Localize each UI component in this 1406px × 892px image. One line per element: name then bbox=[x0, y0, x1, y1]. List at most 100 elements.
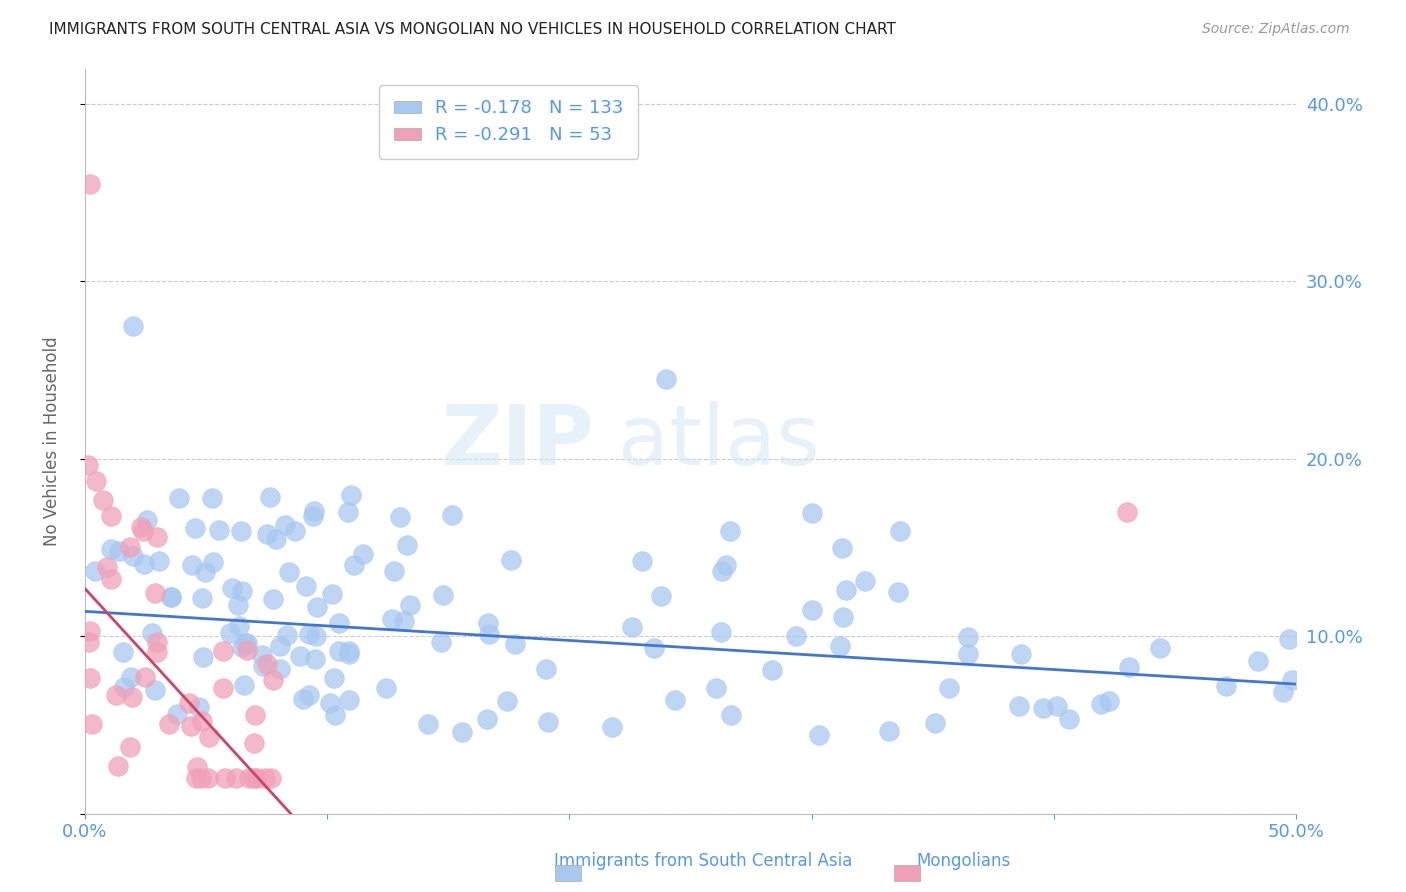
Point bbox=[478, 626, 501, 640]
Text: atlas: atlas bbox=[617, 401, 820, 482]
Point bbox=[307, 599, 329, 614]
Point bbox=[322, 671, 344, 685]
Point bbox=[233, 678, 256, 692]
Point bbox=[225, 771, 247, 785]
Point bbox=[228, 619, 250, 633]
Point bbox=[143, 586, 166, 600]
Point bbox=[352, 547, 374, 561]
Point bbox=[718, 524, 741, 538]
Point bbox=[832, 610, 855, 624]
Point bbox=[100, 509, 122, 524]
Point bbox=[399, 598, 422, 612]
Point bbox=[187, 699, 209, 714]
Point bbox=[184, 771, 207, 785]
Point bbox=[1247, 655, 1270, 669]
Point bbox=[710, 624, 733, 639]
Point bbox=[321, 587, 343, 601]
Point bbox=[305, 629, 328, 643]
Point bbox=[197, 771, 219, 785]
Point bbox=[302, 504, 325, 518]
Point bbox=[194, 566, 217, 580]
Point bbox=[328, 616, 350, 631]
Point bbox=[274, 518, 297, 533]
Point bbox=[259, 490, 281, 504]
Point bbox=[650, 589, 672, 603]
Point bbox=[381, 612, 404, 626]
Point bbox=[160, 591, 183, 605]
Point bbox=[288, 649, 311, 664]
Point bbox=[190, 714, 212, 729]
Point bbox=[503, 637, 526, 651]
Point bbox=[396, 538, 419, 552]
Point bbox=[100, 572, 122, 586]
Point bbox=[1118, 660, 1140, 674]
Point bbox=[451, 724, 474, 739]
Point bbox=[853, 574, 876, 589]
Point bbox=[243, 771, 266, 785]
Point bbox=[256, 657, 278, 671]
Point bbox=[1281, 673, 1303, 688]
Point bbox=[389, 509, 412, 524]
Point bbox=[256, 526, 278, 541]
Point bbox=[269, 662, 291, 676]
Point bbox=[785, 629, 807, 643]
Point bbox=[262, 673, 284, 687]
Point bbox=[221, 581, 243, 595]
Point bbox=[534, 661, 557, 675]
Point bbox=[96, 560, 118, 574]
Point bbox=[1115, 505, 1137, 519]
Point bbox=[129, 520, 152, 534]
Point bbox=[720, 707, 742, 722]
Point bbox=[1098, 694, 1121, 708]
Point bbox=[801, 603, 824, 617]
Point bbox=[828, 640, 851, 654]
Point bbox=[295, 579, 318, 593]
Point bbox=[212, 644, 235, 658]
Point bbox=[214, 771, 236, 785]
Point bbox=[219, 626, 242, 640]
Point bbox=[1090, 697, 1112, 711]
Point bbox=[93, 493, 115, 508]
Point bbox=[84, 475, 107, 489]
Point bbox=[77, 634, 100, 648]
Point bbox=[328, 644, 350, 658]
Point bbox=[145, 635, 167, 649]
Point bbox=[132, 524, 155, 538]
Point bbox=[84, 565, 107, 579]
Point bbox=[243, 736, 266, 750]
Point bbox=[318, 697, 340, 711]
Point bbox=[432, 588, 454, 602]
Point bbox=[298, 688, 321, 702]
Point bbox=[108, 544, 131, 558]
Point bbox=[418, 717, 440, 731]
Point bbox=[134, 670, 156, 684]
Point bbox=[159, 716, 181, 731]
Point bbox=[630, 554, 652, 568]
Point bbox=[122, 318, 145, 333]
Point bbox=[477, 615, 499, 630]
Point bbox=[337, 643, 360, 657]
Point bbox=[600, 720, 623, 734]
Point bbox=[924, 715, 946, 730]
Point bbox=[1149, 641, 1171, 656]
Point bbox=[475, 712, 498, 726]
Point bbox=[231, 584, 253, 599]
Point bbox=[1046, 698, 1069, 713]
Point bbox=[711, 564, 734, 578]
Point bbox=[276, 628, 298, 642]
Point bbox=[235, 642, 257, 657]
Point bbox=[134, 558, 156, 572]
Point bbox=[184, 521, 207, 535]
Point bbox=[1032, 701, 1054, 715]
Point bbox=[120, 670, 142, 684]
Point bbox=[537, 714, 560, 729]
Point bbox=[212, 681, 235, 696]
Point bbox=[337, 693, 360, 707]
Point bbox=[146, 645, 169, 659]
Point bbox=[190, 771, 212, 785]
Point bbox=[121, 549, 143, 564]
Point bbox=[831, 541, 853, 555]
Point bbox=[104, 688, 127, 702]
Point bbox=[82, 716, 104, 731]
Point bbox=[886, 585, 908, 599]
